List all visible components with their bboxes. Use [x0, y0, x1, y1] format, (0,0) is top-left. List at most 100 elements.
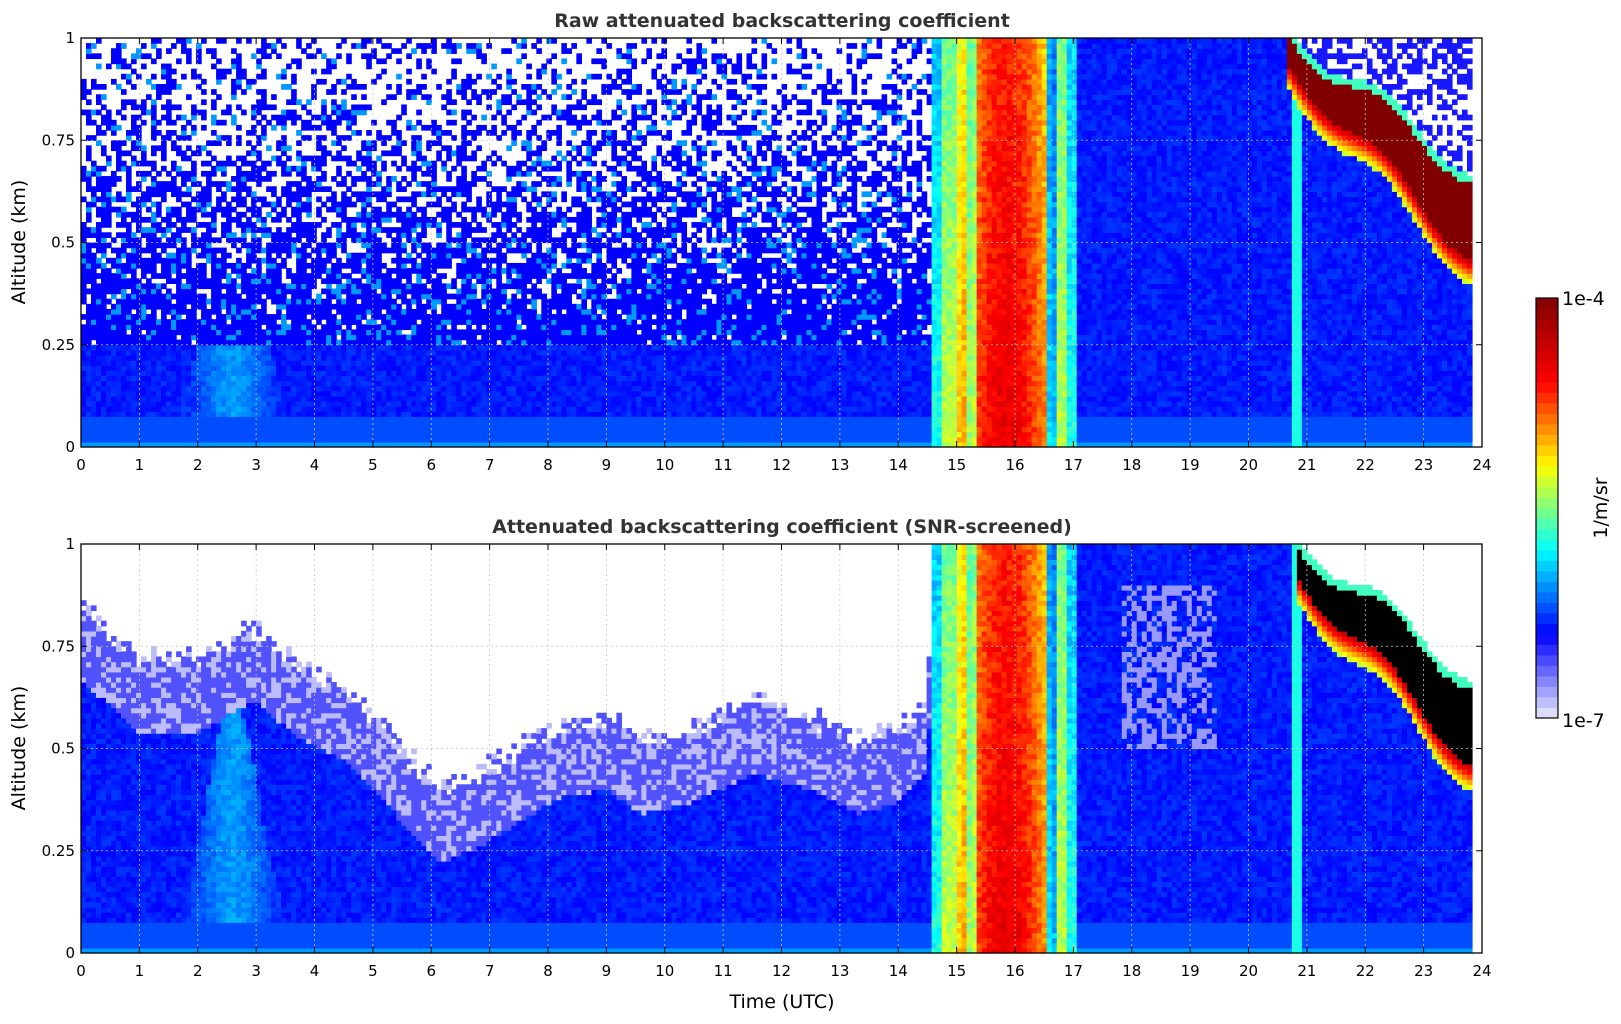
heatmap-cell [1142, 386, 1148, 392]
heatmap-cell [1097, 386, 1103, 392]
heatmap-cell [491, 391, 497, 397]
heatmap-cell [1032, 335, 1038, 341]
heatmap-cell [992, 345, 998, 351]
heatmap-cell [1257, 401, 1263, 407]
heatmap-cell [741, 396, 747, 402]
heatmap-cell [917, 365, 923, 371]
heatmap-cell [1132, 391, 1138, 397]
heatmap-cell [1362, 370, 1368, 376]
heatmap-cell [146, 396, 152, 402]
heatmap-cell [1087, 375, 1093, 381]
heatmap-cell [91, 401, 97, 407]
heatmap-cell [1447, 391, 1453, 397]
heatmap-cell [1257, 345, 1263, 351]
heatmap-cell [576, 350, 582, 356]
heatmap-cell [356, 360, 362, 366]
heatmap-cell [1067, 324, 1073, 330]
heatmap-cell [877, 335, 883, 341]
heatmap-cell [922, 381, 928, 387]
heatmap-cell [1132, 375, 1138, 381]
heatmap-cell [121, 386, 127, 392]
heatmap-cell [842, 406, 848, 412]
heatmap-cell [1232, 396, 1238, 402]
heatmap-cell [792, 375, 798, 381]
heatmap-cell [326, 350, 332, 356]
heatmap-cell [701, 401, 707, 407]
heatmap-cell [1392, 319, 1398, 325]
heatmap-cell [736, 345, 742, 351]
heatmap-cell [171, 401, 177, 407]
heatmap-cell [882, 386, 888, 392]
heatmap-cell [1267, 360, 1273, 366]
heatmap-cell [416, 411, 422, 417]
heatmap-cell [922, 396, 928, 402]
heatmap-cell [681, 411, 687, 417]
heatmap-cell [321, 350, 327, 356]
heatmap-cell [1177, 365, 1183, 371]
heatmap-cell [1287, 329, 1293, 335]
heatmap-cell [932, 401, 938, 407]
heatmap-cell [1097, 411, 1103, 417]
heatmap-cell [646, 345, 652, 351]
heatmap-cell [156, 375, 162, 381]
heatmap-cell [1442, 355, 1448, 361]
heatmap-cell [231, 396, 237, 402]
heatmap-cell [982, 386, 988, 392]
heatmap-cell [161, 391, 167, 397]
heatmap-cell [376, 335, 382, 341]
heatmap-cell [191, 406, 197, 412]
heatmap-cell [1292, 319, 1303, 325]
heatmap-cell [96, 355, 102, 361]
heatmap-cell [1197, 401, 1203, 407]
heatmap-cell [556, 345, 562, 351]
heatmap-cell [1037, 350, 1043, 356]
heatmap-cell [1437, 386, 1443, 392]
heatmap-cell [386, 350, 392, 356]
heatmap-cell [471, 396, 477, 402]
heatmap-cell [1097, 370, 1103, 376]
heatmap-cell [862, 401, 868, 407]
heatmap-cell [1202, 406, 1208, 412]
heatmap-cell [151, 329, 157, 335]
heatmap-cell [521, 391, 527, 397]
heatmap-cell [1442, 381, 1448, 387]
heatmap-cell [371, 360, 377, 366]
heatmap-cell [436, 381, 442, 387]
heatmap-cell [336, 345, 342, 351]
heatmap-cell [817, 350, 823, 356]
heatmap-cell [141, 391, 147, 397]
heatmap-cell [751, 386, 757, 392]
heatmap-cell [461, 355, 467, 361]
heatmap-cell [241, 386, 247, 392]
heatmap-cell [812, 391, 818, 397]
heatmap-cell [1022, 386, 1028, 392]
heatmap-cell [1207, 406, 1213, 412]
heatmap-cell [701, 411, 707, 417]
heatmap-cell [1142, 406, 1148, 412]
heatmap-cell [336, 381, 342, 387]
heatmap-cell [1307, 401, 1313, 407]
heatmap-cell [401, 360, 407, 366]
heatmap-cell [1157, 365, 1163, 371]
heatmap-cell [1022, 416, 1028, 422]
heatmap-cell [1207, 386, 1213, 392]
heatmap-cell [997, 421, 1003, 427]
heatmap-cell [681, 370, 687, 376]
heatmap-cell [1327, 335, 1333, 341]
heatmap-cell [266, 406, 272, 412]
heatmap-cell [1362, 375, 1368, 381]
heatmap-cell [932, 375, 938, 381]
heatmap-cell [516, 381, 522, 387]
heatmap-cell [266, 329, 272, 335]
heatmap-cell [596, 350, 602, 356]
heatmap-cell [1062, 324, 1068, 330]
heatmap-cell [822, 396, 828, 402]
heatmap-cell [161, 314, 167, 320]
heatmap-cell [1062, 432, 1068, 438]
heatmap-cell [1352, 360, 1358, 366]
heatmap-cell [1167, 324, 1173, 330]
heatmap-cell [1312, 329, 1318, 335]
heatmap-cell [1217, 355, 1223, 361]
heatmap-cell [912, 360, 918, 366]
heatmap-cell [741, 375, 747, 381]
